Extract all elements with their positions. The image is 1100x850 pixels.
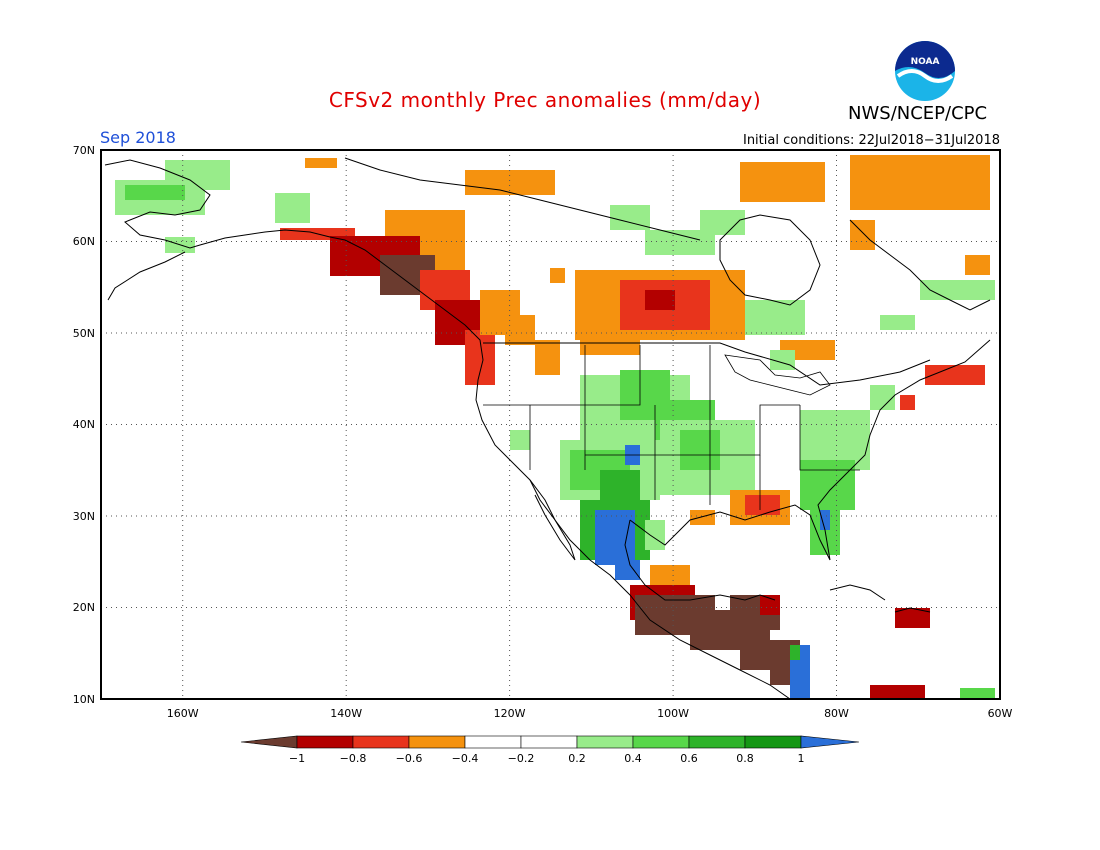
chart-title: CFSv2 monthly Prec anomalies (mm/day) [328,88,762,112]
anomaly-region [700,210,745,235]
baja-california [529,479,576,561]
legend-swatch [744,735,802,749]
agency-label: NWS/NCEP/CPC [848,103,988,124]
legend-left-arrow [240,735,298,749]
lat-label: 50N [73,327,95,340]
legend-swatch [464,735,522,749]
color-legend: −1 −0.8 −0.6 −0.4 −0.2 0.2 0.4 0.6 0.8 1 [240,735,860,765]
anomaly-region [820,510,830,530]
anomaly-region [960,688,995,699]
initial-conditions-label: Initial conditions: 22Jul2018−31Jul2018 [742,133,1000,148]
legend-tick: −0.6 [396,752,423,765]
legend-tick: 1 [798,752,805,765]
legend-swatch [576,735,634,749]
logo-text: NOAA [911,57,940,67]
lat-label: 30N [73,510,95,523]
legend-swatch [688,735,746,749]
anomaly-region [745,495,780,515]
labrador-coast [849,219,991,311]
legend-tick: 0.6 [680,752,698,765]
great-lakes [724,354,831,396]
anomaly-region [790,645,800,660]
anomaly-region [550,268,565,283]
legend-swatch [520,735,578,749]
anomaly-region [925,365,985,385]
anomaly-region [800,460,855,510]
legend-tick: 0.4 [624,752,642,765]
anomaly-region [645,290,675,310]
pacific-coast [344,239,791,699]
anomaly-region [740,162,825,202]
lon-label: 100W [657,707,689,720]
legend-tick: −0.4 [452,752,479,765]
lat-label: 10N [73,693,95,706]
hudson-bay [719,214,821,306]
lon-label: 160W [167,707,199,720]
legend-tick: 0.2 [568,752,586,765]
state-borders [483,345,860,510]
anomaly-region [600,470,640,500]
anomaly-region [275,193,310,223]
anomaly-region [880,315,915,330]
anomaly-region [595,510,635,565]
anomaly-shading [115,155,995,699]
legend-tick-labels: −1 −0.8 −0.6 −0.4 −0.2 0.2 0.4 0.6 0.8 1 [289,752,805,765]
legend-tick: −0.8 [340,752,367,765]
anomaly-region [850,220,875,250]
anomaly-region [645,520,665,550]
anomaly-region [895,608,930,628]
noaa-logo: NOAA [895,41,955,101]
lon-label: 140W [330,707,362,720]
lat-label: 70N [73,144,95,157]
anomaly-region [535,340,560,375]
anomaly-region [745,300,805,335]
anomaly-region [870,385,895,410]
legend-right-arrow [800,735,860,749]
lat-label: 60N [73,235,95,248]
anomaly-region [580,340,640,355]
map-frame [100,149,1001,700]
forecast-month-label: Sep 2018 [100,128,176,147]
anomaly-region [510,430,530,450]
anomaly-region [125,185,185,200]
legend-swatch [296,735,354,749]
lon-label: 60W [988,707,1013,720]
arctic-coast [344,157,701,241]
lat-label: 40N [73,418,95,431]
anomaly-region [850,155,990,210]
alaska-coast [104,159,346,249]
coastlines [104,157,991,699]
lat-label: 20N [73,601,95,614]
state-border [483,345,641,406]
anomaly-region [680,430,720,470]
legend-tick: −0.2 [508,752,535,765]
hispaniola [894,607,931,613]
anomaly-region [465,170,555,195]
gulf-coast [629,339,991,561]
anomaly-region [465,330,495,385]
anomaly-region [920,280,995,300]
mexico-gulf-coast [624,519,776,601]
latitude-labels: 10N 20N 30N 40N 50N 60N 70N [73,144,95,706]
legend-tick: −1 [289,752,305,765]
state-border [585,404,800,456]
alaska-peninsula [107,251,186,301]
longitude-labels: 160W 140W 120W 100W 80W 60W [167,707,1013,720]
anomaly-region [965,255,990,275]
us-canada-border [483,342,931,386]
legend-swatch [408,735,466,749]
anomaly-region [870,685,925,699]
anomaly-region [690,510,715,525]
lon-label: 80W [824,707,849,720]
state-border [799,405,860,471]
anomaly-region [615,560,640,580]
anomaly-region [305,158,337,168]
legend-swatch [632,735,690,749]
anomaly-region [900,395,915,410]
cuba [829,584,886,601]
lon-label: 120W [494,707,526,720]
legend-swatch [352,735,410,749]
legend-tick: 0.8 [736,752,754,765]
